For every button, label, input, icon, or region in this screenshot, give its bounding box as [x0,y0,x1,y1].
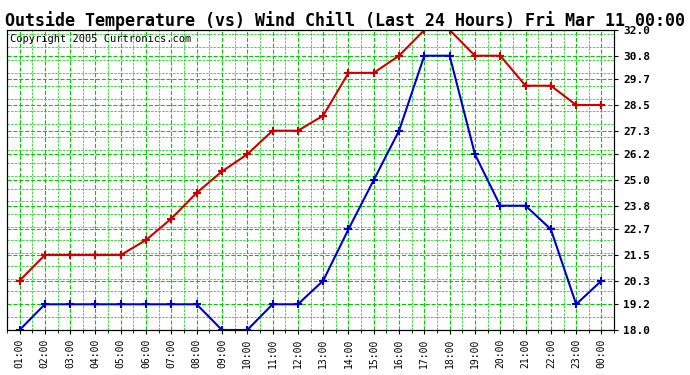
Text: Copyright 2005 Curtronics.com: Copyright 2005 Curtronics.com [10,34,191,45]
Text: Outside Temperature (vs) Wind Chill (Last 24 Hours) Fri Mar 11 00:00: Outside Temperature (vs) Wind Chill (Las… [5,11,685,30]
